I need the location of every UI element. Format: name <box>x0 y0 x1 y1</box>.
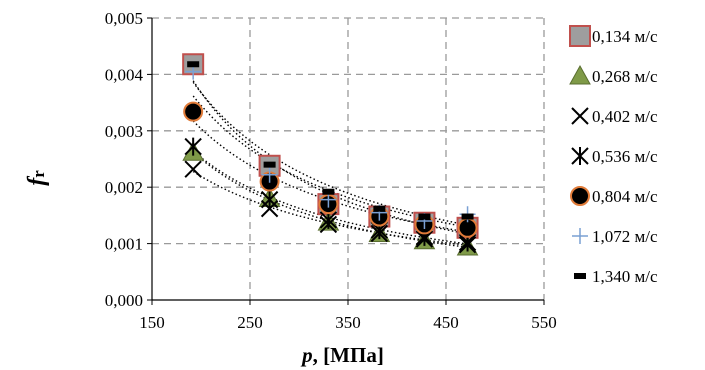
x-axis-title-var: p <box>300 343 313 367</box>
y-tick-label: 0,004 <box>105 65 144 84</box>
data-point-circle <box>183 101 204 122</box>
legend-marker-square <box>569 25 591 47</box>
y-tick-label: 0,003 <box>105 122 143 141</box>
y-tick-label: 0,001 <box>105 235 143 254</box>
y-tick-label: 0,000 <box>105 291 143 310</box>
data-point-dash <box>187 61 200 68</box>
legend-item: 0,804 м/с <box>570 186 658 206</box>
legend-label: 0,402 м/с <box>592 107 658 126</box>
data-point-dash <box>322 188 335 195</box>
legend-item: 1,340 м/с <box>574 267 658 286</box>
legend-item: 0,134 м/с <box>569 25 658 47</box>
legend-item: 0,268 м/с <box>569 64 658 86</box>
legend: 0,134 м/с 0,268 м/с 0,402 м/с 0,536 м/с 0,80… <box>569 25 658 286</box>
legend-item: 0,402 м/с <box>571 107 658 126</box>
legend-item: 0,536 м/с <box>571 147 658 166</box>
legend-marker-x <box>571 107 589 125</box>
legend-marker-plus <box>572 228 588 244</box>
data-point-x <box>260 199 279 218</box>
x-tick-label: 450 <box>433 313 459 332</box>
x-tick-label: 150 <box>139 313 165 332</box>
legend-marker-dash <box>574 273 586 279</box>
legend-label: 0,536 м/с <box>592 147 658 166</box>
x-tick-label: 250 <box>237 313 263 332</box>
legend-label: 1,340 м/с <box>592 267 658 286</box>
data-point-dash <box>263 161 276 168</box>
data-point-asterisk <box>260 190 279 209</box>
gridlines <box>152 17 545 300</box>
y-axis-title-main: f <box>24 176 50 186</box>
y-tick-label: 0,005 <box>105 9 143 28</box>
legend-label: 0,134 м/с <box>592 27 658 46</box>
data-point-asterisk <box>184 137 202 156</box>
data-points <box>182 53 479 256</box>
y-axis-title: fr <box>24 170 50 186</box>
legend-label: 1,072 м/с <box>592 227 658 246</box>
y-tick-labels: 0,000 0,001 0,002 0,003 0,004 0,005 <box>105 9 144 310</box>
x-axis-title-unit: , [МПа] <box>313 343 384 367</box>
data-point-dash <box>418 213 431 220</box>
legend-label: 0,804 м/с <box>592 187 658 206</box>
y-axis-title-sub: r <box>29 170 48 178</box>
data-point-dash <box>461 213 474 220</box>
x-axis-title: p, [МПа] <box>300 343 384 367</box>
legend-marker-circle <box>570 186 590 206</box>
legend-label: 0,268 м/с <box>592 67 658 86</box>
data-point-x <box>184 160 202 178</box>
x-tick-label: 550 <box>531 313 557 332</box>
legend-marker-asterisk <box>571 147 589 165</box>
data-point-plus <box>261 166 278 183</box>
x-tick-label: 350 <box>335 313 361 332</box>
x-tick-labels: 150 250 350 450 550 <box>139 313 557 332</box>
data-point-dash <box>373 205 386 212</box>
legend-marker-triangle <box>569 64 591 85</box>
axes <box>147 17 545 305</box>
y-tick-label: 0,002 <box>105 178 143 197</box>
legend-item: 1,072 м/с <box>572 227 658 246</box>
